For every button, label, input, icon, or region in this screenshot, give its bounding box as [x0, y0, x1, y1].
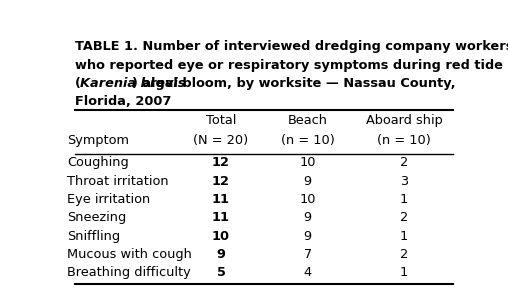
- Text: Eye irritation: Eye irritation: [68, 193, 151, 206]
- Text: Breathing difficulty: Breathing difficulty: [68, 266, 191, 279]
- Text: 10: 10: [299, 193, 316, 206]
- Text: 10: 10: [212, 230, 230, 243]
- Text: 5: 5: [216, 266, 226, 279]
- Text: ) algal bloom, by worksite — Nassau County,: ) algal bloom, by worksite — Nassau Coun…: [132, 77, 456, 90]
- Text: Beach: Beach: [288, 114, 328, 127]
- Text: 9: 9: [304, 175, 311, 188]
- Text: 11: 11: [212, 211, 230, 224]
- Text: Throat irritation: Throat irritation: [68, 175, 169, 188]
- Text: who reported eye or respiratory symptoms during red tide: who reported eye or respiratory symptoms…: [75, 59, 503, 72]
- Text: 12: 12: [212, 175, 230, 188]
- Text: Mucous with cough: Mucous with cough: [68, 248, 193, 261]
- Text: 1: 1: [400, 230, 408, 243]
- Text: 3: 3: [400, 175, 408, 188]
- Text: (: (: [75, 77, 81, 90]
- Text: 9: 9: [216, 248, 226, 261]
- Text: 11: 11: [212, 193, 230, 206]
- Text: Symptom: Symptom: [68, 134, 130, 147]
- Text: 10: 10: [299, 157, 316, 169]
- Text: 12: 12: [212, 157, 230, 169]
- Text: 7: 7: [304, 248, 311, 261]
- Text: 1: 1: [400, 266, 408, 279]
- Text: 2: 2: [400, 157, 408, 169]
- Text: 2: 2: [400, 211, 408, 224]
- Text: (n = 10): (n = 10): [280, 134, 335, 147]
- Text: Karenia brevis: Karenia brevis: [80, 77, 186, 90]
- Text: 9: 9: [304, 211, 311, 224]
- Text: 4: 4: [304, 266, 311, 279]
- Text: Florida, 2007: Florida, 2007: [75, 95, 172, 108]
- Text: Aboard ship: Aboard ship: [366, 114, 442, 127]
- Text: 2: 2: [400, 248, 408, 261]
- Text: (N = 20): (N = 20): [194, 134, 248, 147]
- Text: Coughing: Coughing: [68, 157, 129, 169]
- Text: 1: 1: [400, 193, 408, 206]
- Text: TABLE 1. Number of interviewed dredging company workers: TABLE 1. Number of interviewed dredging …: [75, 40, 508, 53]
- Text: Total: Total: [206, 114, 236, 127]
- Text: Sneezing: Sneezing: [68, 211, 126, 224]
- Text: (n = 10): (n = 10): [377, 134, 431, 147]
- Text: Sniffling: Sniffling: [68, 230, 120, 243]
- Text: 9: 9: [304, 230, 311, 243]
